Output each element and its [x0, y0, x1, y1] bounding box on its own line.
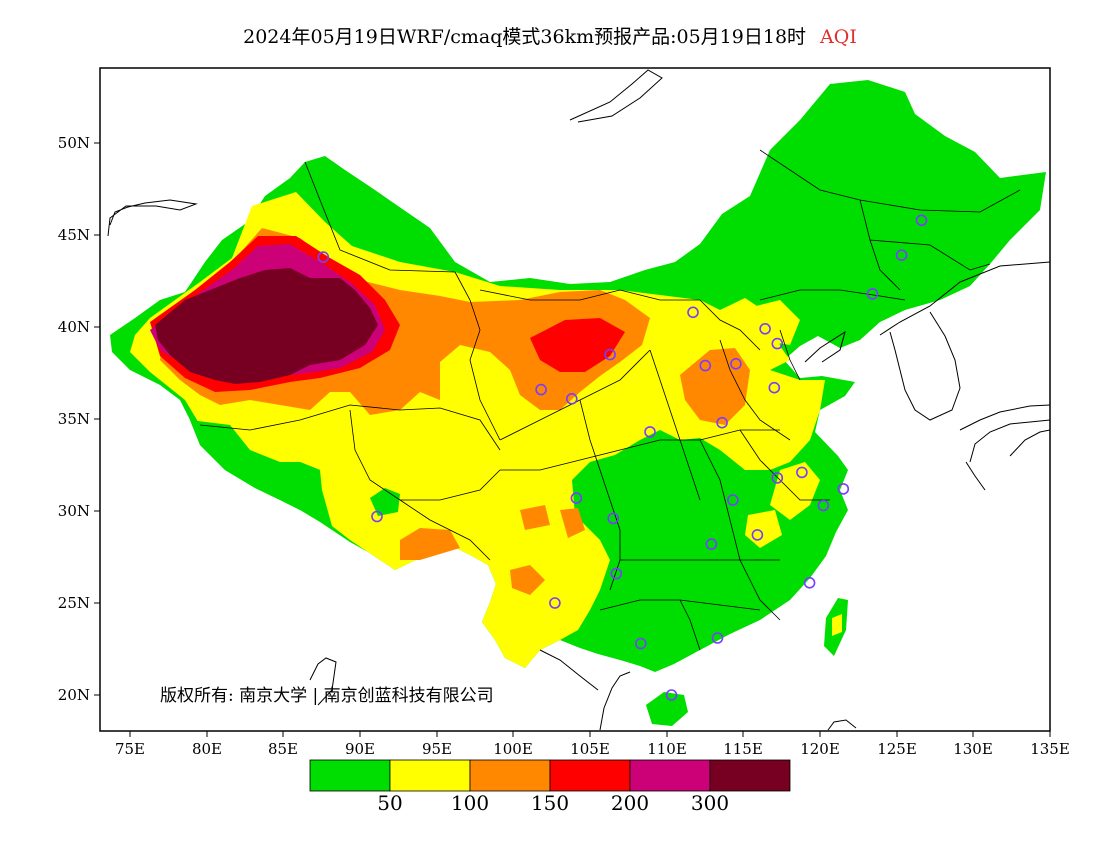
- lon-label: 120E: [800, 740, 840, 758]
- neighbor-coastlines: [107, 69, 1050, 731]
- lon-label: 125E: [877, 740, 917, 758]
- aqi-red-zone-north: [530, 318, 625, 372]
- station-marker: [727, 494, 739, 506]
- station-marker: [705, 538, 718, 550]
- station-marker: [604, 348, 616, 361]
- station-marker: [634, 637, 647, 650]
- station-marker: [716, 416, 728, 429]
- station-marker: [771, 472, 784, 484]
- lon-label: 130E: [953, 740, 993, 758]
- station-marker: [535, 383, 547, 396]
- lon-label: 115E: [723, 740, 763, 758]
- lat-label: 45N: [58, 226, 90, 244]
- aqi-orange-sichuan: [400, 528, 460, 560]
- station-marker: [759, 322, 771, 335]
- station-marker: [699, 359, 712, 372]
- station-marker: [751, 529, 764, 541]
- aqi-orange-yunnan: [510, 565, 545, 595]
- map-title: 2024年05月19日WRF/cmaq模式36km预报产品:05月19日18时 A…: [0, 22, 1100, 49]
- lat-label: 40N: [58, 318, 90, 336]
- station-marker: [371, 510, 383, 523]
- station-marker: [644, 426, 656, 438]
- station-marker: [803, 576, 816, 589]
- station-marker: [665, 689, 678, 701]
- station-marker: [817, 499, 830, 512]
- latitude-axis: 50N 45N 40N 35N 30N 25N 20N: [58, 134, 100, 704]
- aqi-yellow-northeast: [740, 300, 800, 345]
- station-marker: [565, 392, 578, 405]
- station-marker: [915, 214, 928, 227]
- station-marker: [895, 249, 908, 261]
- lat-label: 20N: [58, 686, 90, 704]
- station-marker: [570, 492, 583, 504]
- lat-label: 30N: [58, 502, 90, 520]
- lon-label: 90E: [345, 740, 375, 758]
- station-marker: [549, 597, 561, 609]
- aqi-orange-chongqing: [560, 508, 585, 538]
- lon-label: 110E: [647, 740, 687, 758]
- legend-label: 100: [450, 791, 490, 815]
- title-main: 2024年05月19日WRF/cmaq模式36km预报产品:05月19日18时: [243, 26, 807, 48]
- station-markers: [317, 214, 928, 701]
- station-marker: [610, 567, 623, 580]
- station-marker: [711, 632, 724, 644]
- aqi-maroon-zone: [155, 268, 378, 384]
- station-marker: [837, 483, 850, 495]
- lon-label: 105E: [570, 740, 610, 758]
- legend-color-box: [389, 759, 471, 792]
- station-marker: [796, 466, 808, 479]
- hainan-island: [646, 692, 688, 726]
- lon-label: 135E: [1030, 740, 1070, 758]
- legend-label: 300: [690, 791, 730, 815]
- lon-label: 85E: [268, 740, 298, 758]
- legend-color-box: [549, 759, 631, 792]
- lat-label: 35N: [58, 410, 90, 428]
- legend-color-box: [309, 759, 391, 792]
- lon-label: 75E: [115, 740, 145, 758]
- lat-label: 25N: [58, 594, 90, 612]
- station-marker: [771, 337, 784, 350]
- copyright-note: 版权所有: 南京大学 | 南京创蓝科技有限公司: [160, 686, 494, 706]
- lon-label: 100E: [493, 740, 533, 758]
- station-marker: [730, 357, 742, 370]
- title-aqi-tag: AQI: [820, 26, 857, 48]
- lat-label: 50N: [58, 134, 90, 152]
- province-boundaries: [199, 149, 1021, 651]
- station-marker: [687, 306, 699, 319]
- station-marker: [866, 288, 879, 300]
- longitude-axis: 75E 80E 85E 90E 95E 100E 105E 110E 115E …: [115, 731, 1070, 758]
- station-marker: [607, 512, 620, 525]
- legend-label: 200: [610, 791, 650, 815]
- map-frame-border: [99, 67, 1051, 732]
- station-marker: [317, 251, 330, 263]
- legend-label: 150: [530, 791, 570, 815]
- legend-label: 50: [377, 791, 403, 815]
- map-content: [107, 69, 1050, 731]
- legend-color-box: [469, 759, 551, 792]
- station-marker: [768, 381, 781, 394]
- lon-label: 80E: [192, 740, 222, 758]
- taiwan-yellow: [832, 614, 842, 636]
- aqi-orange-guizhou: [520, 505, 550, 530]
- aqi-green-south-xinjiang: [190, 420, 320, 510]
- aqi-legend: [309, 759, 791, 792]
- lon-label: 95E: [422, 740, 452, 758]
- legend-color-box: [629, 759, 711, 792]
- legend-color-box: [709, 759, 791, 792]
